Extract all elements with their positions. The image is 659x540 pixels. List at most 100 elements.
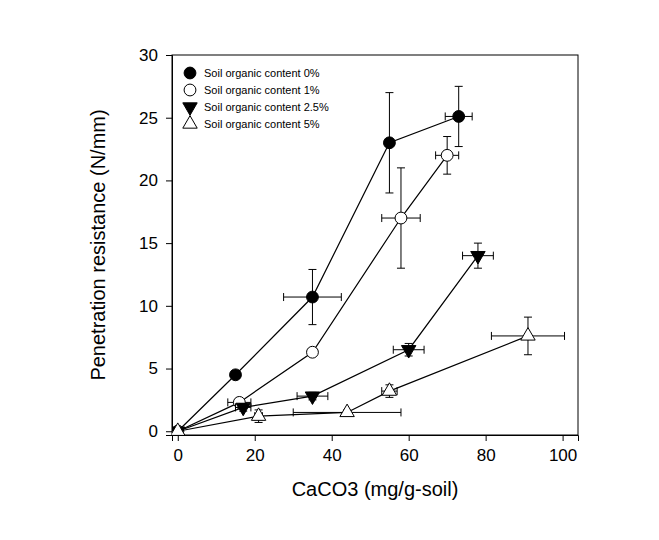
tick-label: 0 [174, 446, 183, 465]
tick: 40 [323, 435, 342, 465]
error-line [443, 136, 451, 137]
marker [251, 408, 265, 420]
error-line [293, 408, 294, 416]
tick-mark [166, 369, 172, 370]
tick-label: 80 [477, 446, 496, 465]
error-line [400, 408, 401, 416]
error-line [385, 92, 393, 93]
error-line [381, 387, 382, 395]
series [172, 317, 565, 435]
chart: 020406080100051015202530CaCO3 (mg/g-soil… [0, 0, 659, 540]
tick: 80 [477, 435, 496, 465]
error-line [227, 398, 228, 406]
error-line [458, 151, 459, 159]
tick-mark [166, 180, 172, 181]
tick-mark [178, 435, 179, 441]
tick: 20 [139, 171, 172, 190]
tick: 100 [549, 435, 577, 465]
error-line [283, 293, 284, 301]
error-line [308, 324, 316, 325]
tick: 5 [149, 359, 172, 378]
tick: 10 [139, 297, 172, 316]
tick: 25 [139, 109, 172, 128]
error-line [385, 192, 393, 193]
axis-line [166, 56, 173, 436]
error-line [381, 214, 382, 222]
error-line [393, 346, 394, 354]
legend-label: Soil organic content 5% [204, 118, 320, 130]
x-axis: 020406080100 [173, 435, 579, 465]
tick-label: 5 [149, 359, 158, 378]
tick-mark [409, 435, 410, 441]
tick-mark [486, 435, 487, 441]
error-line [327, 392, 328, 400]
tick: 0 [174, 435, 183, 465]
error-line [397, 387, 398, 395]
tick-mark [166, 243, 172, 244]
series-line [178, 116, 459, 431]
marker [395, 212, 407, 224]
error-line [341, 293, 342, 301]
error-line [385, 397, 393, 398]
error-line [524, 354, 532, 355]
axis-line [173, 436, 579, 442]
tick-label: 10 [139, 297, 158, 316]
series-line [178, 256, 478, 432]
series [172, 86, 472, 435]
tick: 60 [400, 435, 419, 465]
marker [471, 251, 485, 263]
marker [172, 423, 185, 435]
marker [305, 392, 319, 404]
series [172, 137, 459, 435]
x-axis-title: CaCO3 (mg/g-soil) [292, 478, 459, 500]
tick: 0 [149, 422, 172, 441]
error-line [564, 332, 565, 340]
marker [382, 383, 396, 395]
marker [441, 149, 453, 161]
tick: 15 [139, 234, 172, 253]
error-line [445, 112, 446, 120]
error-line [397, 167, 405, 168]
tick-mark [255, 435, 256, 441]
plot-frame [172, 55, 578, 435]
marker [521, 328, 535, 340]
tick: 30 [139, 46, 172, 65]
tick-mark [332, 435, 333, 441]
error-line [474, 268, 482, 269]
error-line [397, 268, 405, 269]
error-line [524, 317, 532, 318]
error-line [493, 252, 494, 260]
legend-marker [183, 116, 197, 128]
error-line [455, 86, 463, 87]
tick-label: 40 [323, 446, 342, 465]
series-line [178, 336, 528, 431]
marker [340, 404, 354, 416]
y-axis: 0 5 10 15 20 25 30 [139, 46, 172, 441]
error-line [455, 146, 463, 147]
marker [384, 137, 396, 149]
tick-label: 0 [149, 422, 158, 441]
error-line [255, 422, 263, 423]
error-line [462, 252, 463, 260]
error-line [474, 243, 482, 244]
tick-label: 25 [139, 109, 158, 128]
error-line [472, 112, 473, 120]
error-line [235, 403, 236, 411]
error-line [420, 214, 421, 222]
tick-label: 15 [139, 234, 158, 253]
tick-mark [166, 431, 172, 432]
error-line [424, 346, 425, 354]
series-line [178, 155, 447, 431]
plot-area [172, 86, 565, 435]
tick-mark [166, 118, 172, 119]
legend-label: Soil organic content 2.5% [204, 101, 329, 113]
legend-label: Soil organic content 1% [204, 84, 320, 96]
marker [230, 369, 242, 381]
legend-marker [183, 103, 197, 115]
tick-label: 20 [139, 171, 158, 190]
tick-label: 60 [400, 446, 419, 465]
legend-marker [184, 67, 196, 79]
marker [236, 403, 250, 415]
error-line [491, 332, 492, 340]
marker [453, 111, 465, 123]
